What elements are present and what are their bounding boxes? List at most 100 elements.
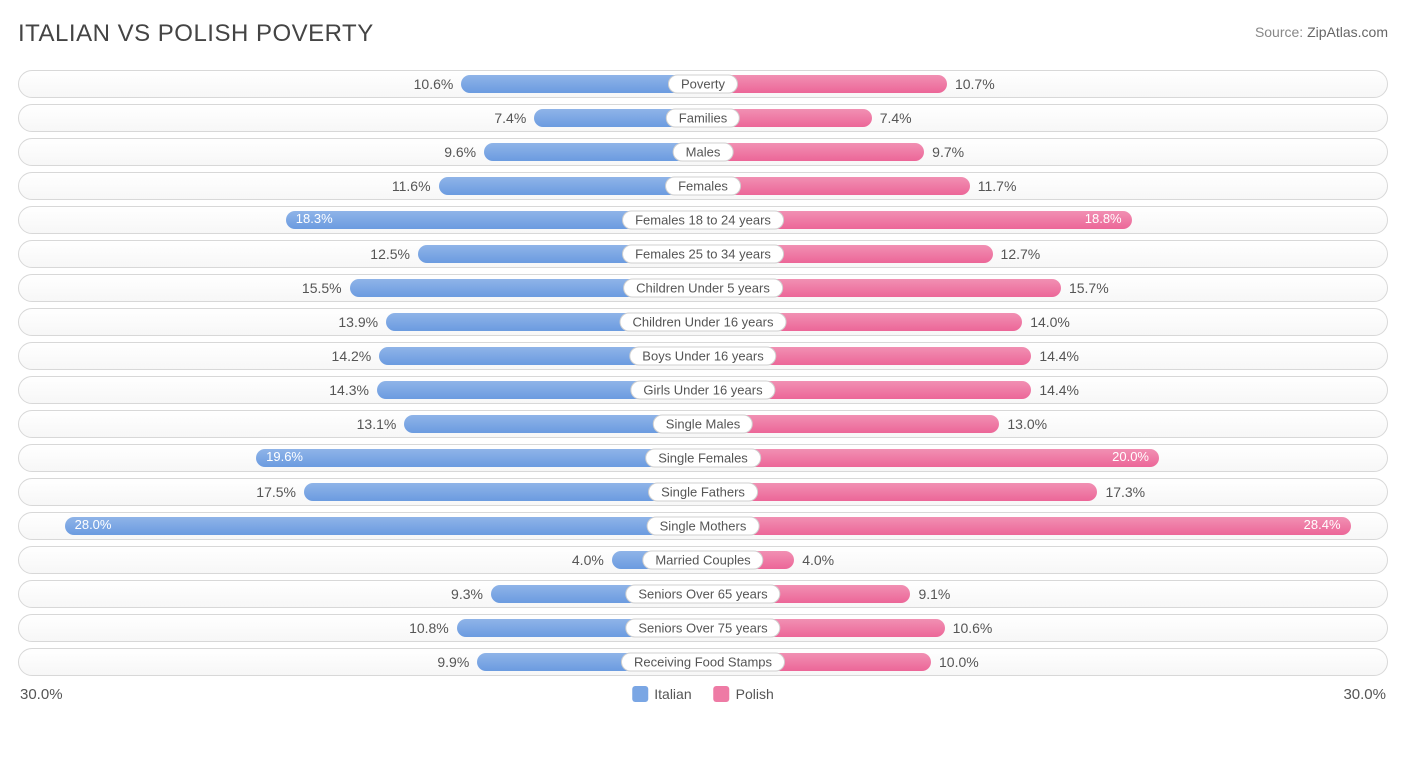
chart-row: 18.3% 18.8% Females 18 to 24 years — [18, 206, 1388, 234]
bar-left: 19.6% — [256, 449, 703, 467]
bar-value-right: 18.8% — [1085, 211, 1122, 226]
bar-value-left: 14.3% — [329, 382, 369, 398]
chart-row: 14.3% 14.4% Girls Under 16 years — [18, 376, 1388, 404]
chart-row: 12.5% 12.7% Females 25 to 34 years — [18, 240, 1388, 268]
bar-right: 20.0% — [703, 449, 1159, 467]
axis-max-left: 30.0% — [20, 686, 63, 703]
row-category-label: Females 25 to 34 years — [622, 245, 784, 264]
source-label: Source: — [1255, 24, 1303, 40]
chart-row: 13.9% 14.0% Children Under 16 years — [18, 308, 1388, 336]
source-name: ZipAtlas.com — [1307, 24, 1388, 40]
row-category-label: Poverty — [668, 75, 738, 94]
bar-left — [304, 483, 703, 501]
bar-value-right: 9.1% — [918, 586, 950, 602]
chart-footer: 30.0% Italian Polish 30.0% — [18, 682, 1388, 706]
bar-value-left: 19.6% — [266, 449, 303, 464]
row-category-label: Males — [673, 143, 734, 162]
bar-left: 28.0% — [65, 517, 703, 535]
diverging-bar-chart: 10.6% 10.7% Poverty 7.4% 7.4% Families 9.6% 9.7… — [18, 70, 1388, 676]
chart-title: ITALIAN VS POLISH POVERTY — [18, 20, 374, 48]
bar-value-right: 10.0% — [939, 654, 979, 670]
bar-value-left: 15.5% — [302, 280, 342, 296]
chart-legend: Italian Polish — [632, 686, 774, 702]
chart-header: ITALIAN VS POLISH POVERTY Source: ZipAtl… — [18, 20, 1388, 48]
row-category-label: Single Mothers — [647, 517, 760, 536]
row-category-label: Seniors Over 65 years — [625, 585, 780, 604]
bar-value-right: 17.3% — [1105, 484, 1145, 500]
legend-swatch-left — [632, 686, 648, 702]
bar-value-right: 20.0% — [1112, 449, 1149, 464]
chart-row: 7.4% 7.4% Families — [18, 104, 1388, 132]
row-category-label: Single Fathers — [648, 483, 758, 502]
chart-row: 14.2% 14.4% Boys Under 16 years — [18, 342, 1388, 370]
bar-value-right: 14.4% — [1039, 348, 1079, 364]
row-category-label: Married Couples — [642, 551, 763, 570]
chart-row: 9.6% 9.7% Males — [18, 138, 1388, 166]
bar-value-right: 15.7% — [1069, 280, 1109, 296]
row-category-label: Seniors Over 75 years — [625, 619, 780, 638]
row-category-label: Females 18 to 24 years — [622, 211, 784, 230]
legend-item-left: Italian — [632, 686, 691, 702]
legend-label-right: Polish — [736, 686, 774, 702]
legend-swatch-right — [714, 686, 730, 702]
bar-value-right: 14.4% — [1039, 382, 1079, 398]
bar-right — [703, 177, 970, 195]
legend-label-left: Italian — [654, 686, 691, 702]
chart-source: Source: ZipAtlas.com — [1255, 24, 1388, 40]
legend-item-right: Polish — [714, 686, 774, 702]
chart-row: 17.5% 17.3% Single Fathers — [18, 478, 1388, 506]
bar-right: 28.4% — [703, 517, 1351, 535]
bar-value-left: 17.5% — [256, 484, 296, 500]
bar-value-left: 14.2% — [332, 348, 372, 364]
row-category-label: Females — [665, 177, 741, 196]
bar-value-left: 9.3% — [451, 586, 483, 602]
bar-value-left: 28.0% — [75, 517, 112, 532]
bar-value-left: 9.9% — [437, 654, 469, 670]
chart-row: 9.3% 9.1% Seniors Over 65 years — [18, 580, 1388, 608]
bar-value-right: 12.7% — [1001, 246, 1041, 262]
bar-value-left: 10.6% — [414, 76, 454, 92]
bar-right — [703, 483, 1097, 501]
chart-row: 10.8% 10.6% Seniors Over 75 years — [18, 614, 1388, 642]
chart-row: 28.0% 28.4% Single Mothers — [18, 512, 1388, 540]
bar-left — [484, 143, 703, 161]
bar-value-right: 7.4% — [880, 110, 912, 126]
row-category-label: Single Males — [653, 415, 753, 434]
bar-left — [439, 177, 703, 195]
bar-right — [703, 143, 924, 161]
chart-row: 15.5% 15.7% Children Under 5 years — [18, 274, 1388, 302]
bar-value-left: 18.3% — [296, 211, 333, 226]
bar-value-left: 13.9% — [338, 314, 378, 330]
chart-row: 9.9% 10.0% Receiving Food Stamps — [18, 648, 1388, 676]
bar-right — [703, 75, 947, 93]
chart-row: 11.6% 11.7% Females — [18, 172, 1388, 200]
row-category-label: Receiving Food Stamps — [621, 653, 785, 672]
bar-value-left: 11.6% — [392, 178, 431, 194]
bar-value-right: 9.7% — [932, 144, 964, 160]
axis-max-right: 30.0% — [1343, 686, 1386, 703]
bar-value-right: 10.7% — [955, 76, 995, 92]
bar-value-right: 4.0% — [802, 552, 834, 568]
bar-value-left: 9.6% — [444, 144, 476, 160]
row-category-label: Boys Under 16 years — [629, 347, 776, 366]
bar-value-left: 10.8% — [409, 620, 449, 636]
row-category-label: Families — [666, 109, 740, 128]
row-category-label: Children Under 5 years — [623, 279, 783, 298]
bar-value-left: 4.0% — [572, 552, 604, 568]
bar-value-right: 13.0% — [1007, 416, 1047, 432]
chart-row: 13.1% 13.0% Single Males — [18, 410, 1388, 438]
bar-value-right: 28.4% — [1304, 517, 1341, 532]
bar-value-left: 13.1% — [357, 416, 397, 432]
bar-left — [461, 75, 703, 93]
chart-row: 10.6% 10.7% Poverty — [18, 70, 1388, 98]
row-category-label: Children Under 16 years — [620, 313, 787, 332]
row-category-label: Girls Under 16 years — [630, 381, 775, 400]
bar-value-right: 11.7% — [978, 178, 1017, 194]
bar-value-left: 12.5% — [370, 246, 410, 262]
bar-value-left: 7.4% — [494, 110, 526, 126]
bar-value-right: 10.6% — [953, 620, 993, 636]
chart-row: 4.0% 4.0% Married Couples — [18, 546, 1388, 574]
chart-row: 19.6% 20.0% Single Females — [18, 444, 1388, 472]
bar-value-right: 14.0% — [1030, 314, 1070, 330]
row-category-label: Single Females — [645, 449, 761, 468]
